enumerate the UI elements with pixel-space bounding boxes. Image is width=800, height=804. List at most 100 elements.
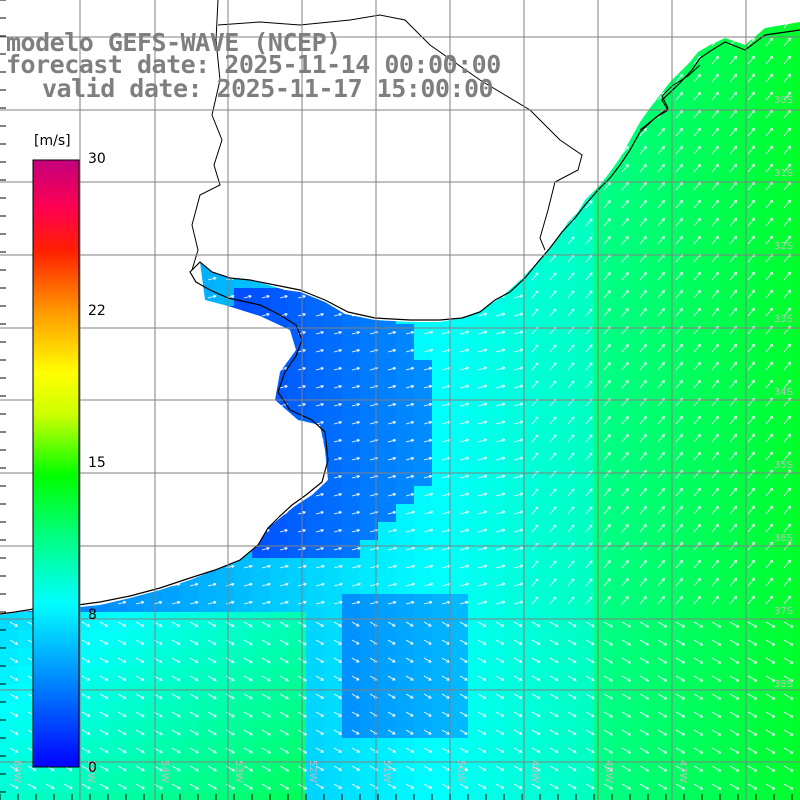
field-cell: [702, 756, 721, 775]
field-cell: [378, 558, 397, 577]
field-cell: [414, 738, 433, 757]
field-cell: [468, 504, 487, 523]
field-cell: [342, 774, 361, 793]
field-cell: [792, 432, 800, 451]
field-cell: [486, 432, 505, 451]
field-cell: [108, 720, 127, 739]
field-cell: [540, 612, 559, 631]
field-cell: [396, 684, 415, 703]
field-cell: [162, 648, 181, 667]
field-cell: [756, 792, 775, 800]
field-cell: [414, 522, 433, 541]
field-cell: [792, 306, 800, 325]
field-cell: [0, 666, 19, 685]
field-cell: [252, 702, 271, 721]
field-cell: [468, 450, 487, 469]
field-cell: [396, 738, 415, 757]
field-cell: [378, 612, 397, 631]
field-cell: [396, 486, 415, 505]
field-cell: [450, 378, 469, 397]
field-cell: [108, 648, 127, 667]
field-cell: [396, 432, 415, 451]
field-cell: [432, 504, 451, 523]
field-cell: [252, 648, 271, 667]
field-cell: [648, 756, 667, 775]
field-cell: [396, 756, 415, 775]
field-cell: [198, 792, 217, 800]
field-cell: [432, 630, 451, 649]
field-cell: [594, 648, 613, 667]
field-cell: [648, 774, 667, 793]
field-cell: [486, 702, 505, 721]
field-cell: [414, 450, 433, 469]
field-cell: [450, 522, 469, 541]
field-cell: [648, 648, 667, 667]
field-cell: [792, 576, 800, 595]
field-cell: [378, 450, 397, 469]
field-cell: [234, 576, 253, 595]
field-cell: [396, 702, 415, 721]
field-cell: [378, 738, 397, 757]
field-cell: [414, 666, 433, 685]
field-cell: [36, 774, 55, 793]
field-cell: [108, 792, 127, 800]
field-cell: [540, 720, 559, 739]
field-cell: [504, 594, 523, 613]
field-cell: [738, 648, 757, 667]
field-cell: [432, 378, 451, 397]
field-cell: [684, 684, 703, 703]
longitude-label: 47W: [677, 760, 688, 783]
field-cell: [648, 684, 667, 703]
field-cell: [792, 216, 800, 235]
field-cell: [486, 684, 505, 703]
field-cell: [288, 684, 307, 703]
field-cell: [252, 558, 271, 577]
field-cell: [486, 360, 505, 379]
field-cell: [396, 414, 415, 433]
field-cell: [792, 396, 800, 415]
field-cell: [180, 702, 199, 721]
field-cell: [684, 720, 703, 739]
field-cell: [450, 504, 469, 523]
field-cell: [288, 792, 307, 800]
field-cell: [324, 612, 343, 631]
field-cell: [0, 792, 19, 800]
field-cell: [396, 558, 415, 577]
field-cell: [486, 666, 505, 685]
field-cell: [378, 378, 397, 397]
field-cell: [792, 414, 800, 433]
field-cell: [468, 756, 487, 775]
field-cell: [666, 792, 685, 800]
field-cell: [414, 324, 433, 343]
field-cell: [432, 468, 451, 487]
field-cell: [504, 342, 523, 361]
field-cell: [504, 414, 523, 433]
field-cell: [180, 738, 199, 757]
field-cell: [504, 756, 523, 775]
field-cell: [378, 432, 397, 451]
field-cell: [702, 630, 721, 649]
field-cell: [720, 684, 739, 703]
longitude-label: 60W: [11, 760, 22, 783]
field-cell: [342, 738, 361, 757]
field-cell: [504, 576, 523, 595]
field-cell: [414, 594, 433, 613]
field-cell: [504, 396, 523, 415]
field-cell: [90, 648, 109, 667]
field-cell: [324, 666, 343, 685]
field-cell: [468, 576, 487, 595]
field-cell: [558, 648, 577, 667]
field-cell: [324, 630, 343, 649]
field-cell: [504, 666, 523, 685]
field-cell: [486, 648, 505, 667]
field-cell: [414, 378, 433, 397]
field-cell: [342, 612, 361, 631]
field-cell: [198, 594, 217, 613]
field-cell: [612, 702, 631, 721]
field-cell: [558, 792, 577, 800]
field-cell: [432, 558, 451, 577]
field-cell: [540, 630, 559, 649]
longitude-label: 52W: [307, 760, 318, 783]
field-cell: [594, 666, 613, 685]
